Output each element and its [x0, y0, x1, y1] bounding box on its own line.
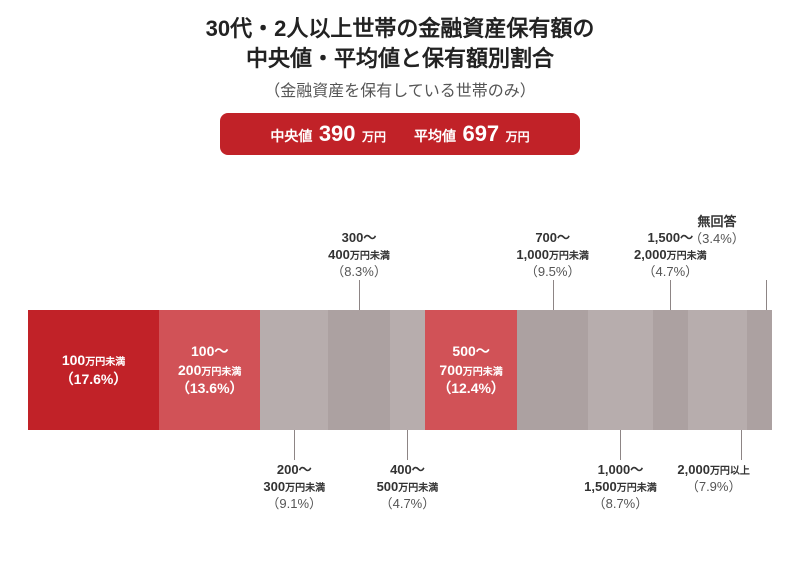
segment-na	[747, 310, 772, 430]
segment-500_700: 500～700万円未満（12.4%）	[425, 310, 517, 430]
tick-700_1000	[553, 280, 554, 310]
segment-lt100: 100万円未満（17.6%）	[28, 310, 159, 430]
segment-gte2000	[688, 310, 747, 430]
tick-400_500	[407, 430, 408, 460]
callout-300_400: 300～400万円未満（8.3%）	[304, 230, 414, 281]
bar: 100万円未満（17.6%） 100～200万円未満（13.6%） 500～700万…	[28, 310, 772, 430]
segment-label-100_200: 100～200万円未満（13.6%）	[176, 342, 244, 399]
callout-400_500: 400～500万円未満（4.7%）	[352, 462, 462, 513]
segment-1500_2000	[653, 310, 688, 430]
tick-200_300	[294, 430, 295, 460]
segment-700_1000	[517, 310, 588, 430]
segment-300_400	[328, 310, 390, 430]
segment-400_500	[390, 310, 425, 430]
tick-1500_2000	[670, 280, 671, 310]
tick-gte2000	[741, 430, 742, 460]
tick-300_400	[359, 280, 360, 310]
tick-na	[766, 280, 767, 310]
callout-700_1000: 700～1,000万円未満（9.5%）	[498, 230, 608, 281]
callout-gte2000: 2,000万円以上（7.9%）	[659, 462, 769, 496]
segment-100_200: 100～200万円未満（13.6%）	[159, 310, 260, 430]
tick-1000_1500	[620, 430, 621, 460]
segment-label-lt100: 100万円未満（17.6%）	[60, 351, 128, 389]
stacked-bar-chart: 100万円未満（17.6%） 100～200万円未満（13.6%） 500～700万…	[28, 0, 772, 572]
segment-200_300	[260, 310, 328, 430]
callout-na: 無回答（3.4%）	[662, 214, 772, 248]
callout-200_300: 200～300万円未満（9.1%）	[239, 462, 349, 513]
segment-label-500_700: 500～700万円未満（12.4%）	[437, 342, 505, 399]
segment-1000_1500	[588, 310, 653, 430]
